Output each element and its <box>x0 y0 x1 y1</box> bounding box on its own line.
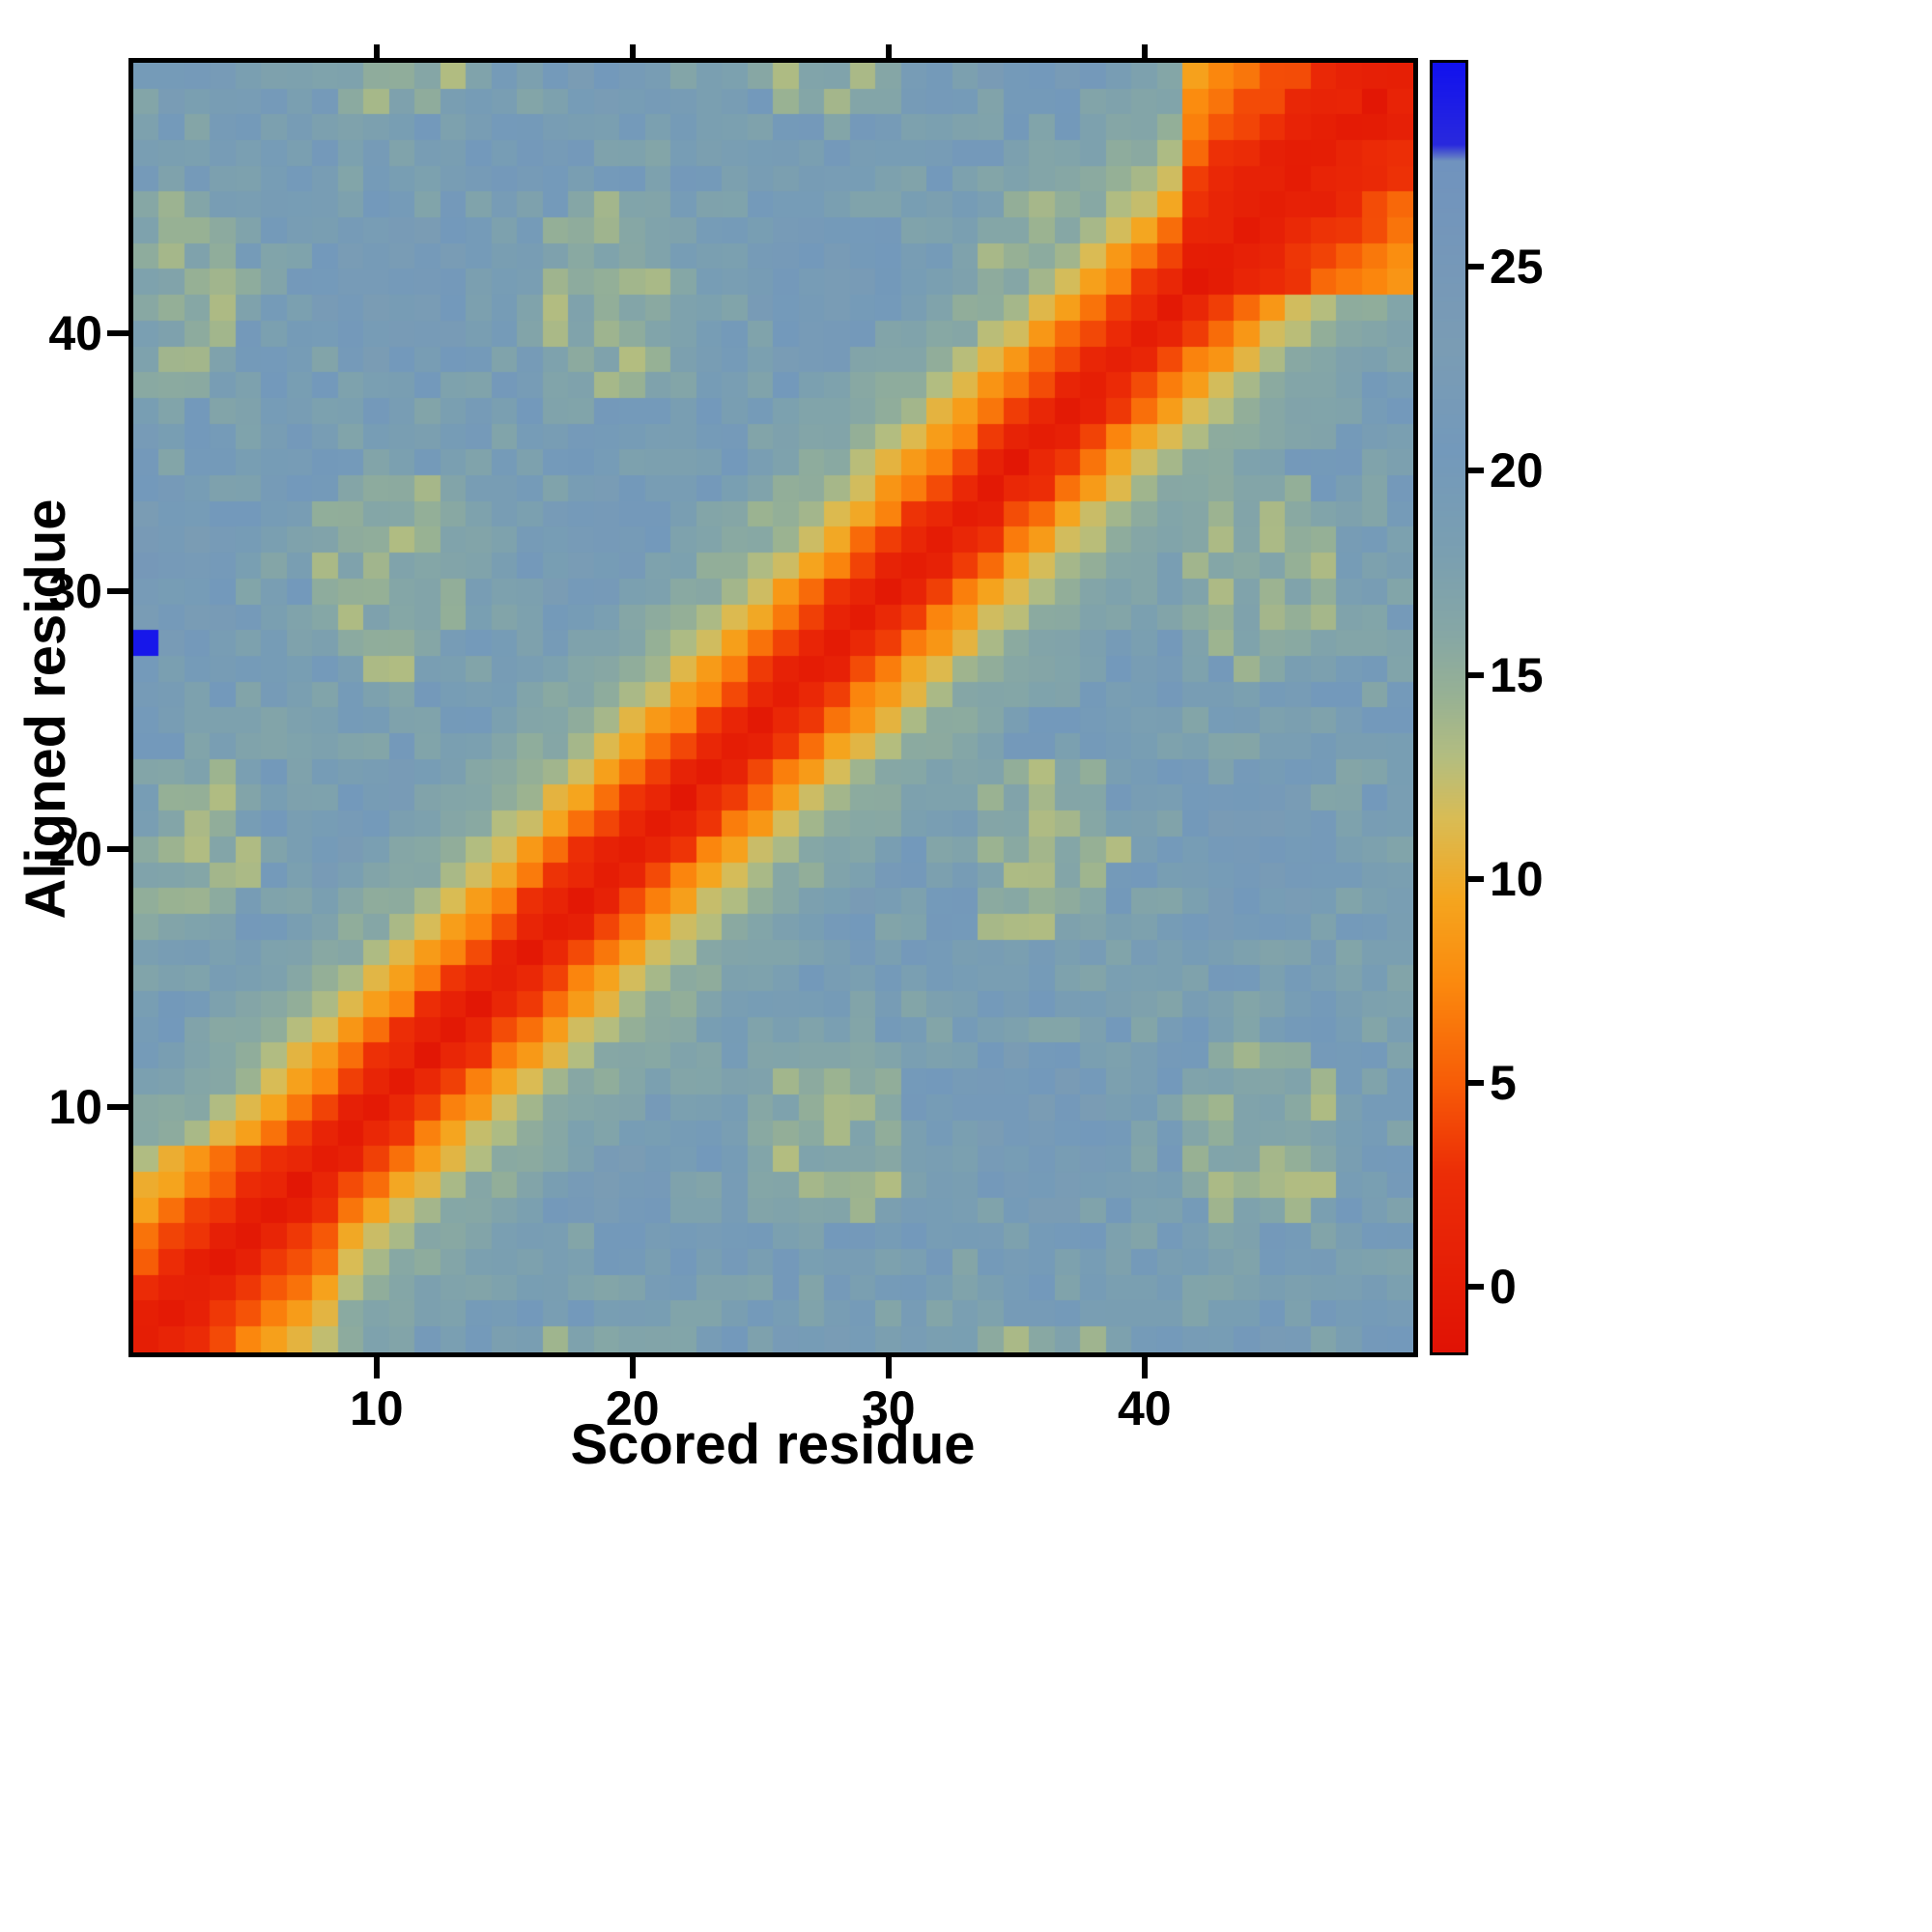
y-axis-tick <box>107 588 128 595</box>
colorbar-tick-label: 25 <box>1490 240 1544 295</box>
colorbar-tick <box>1468 1284 1484 1291</box>
colorbar-canvas <box>1433 63 1465 1352</box>
y-axis-tick <box>107 846 128 853</box>
colorbar-tick-label: 0 <box>1490 1260 1517 1315</box>
x-axis-tick-top <box>885 44 892 58</box>
x-axis-tick-top <box>629 44 636 58</box>
x-axis-tick <box>629 1357 636 1378</box>
heatmap-canvas <box>133 63 1413 1352</box>
x-axis-tick <box>1141 1357 1148 1378</box>
heatmap-frame <box>128 58 1418 1357</box>
x-axis-label: Scored residue <box>570 1413 976 1476</box>
colorbar-frame <box>1430 60 1468 1355</box>
x-tick-label: 30 <box>861 1381 916 1435</box>
colorbar-tick <box>1468 264 1484 270</box>
y-tick-label: 30 <box>48 564 102 619</box>
y-tick-label: 40 <box>48 306 102 361</box>
colorbar-tick <box>1468 875 1484 882</box>
y-axis-tick <box>107 330 128 337</box>
x-tick-label: 40 <box>1117 1381 1172 1435</box>
colorbar-tick <box>1468 1080 1484 1087</box>
colorbar-tick-label: 10 <box>1490 851 1544 906</box>
colorbar-tick <box>1468 468 1484 474</box>
colorbar-tick <box>1468 671 1484 678</box>
colorbar-tick-label: 20 <box>1490 443 1544 498</box>
x-axis-tick <box>373 1357 380 1378</box>
y-tick-label: 10 <box>48 1080 102 1135</box>
colorbar-tick-label: 15 <box>1490 647 1544 702</box>
y-tick-label: 20 <box>48 822 102 877</box>
x-axis-tick-top <box>373 44 380 58</box>
colorbar-tick-label: 5 <box>1490 1056 1517 1111</box>
x-tick-label: 20 <box>605 1381 660 1435</box>
x-axis-tick-top <box>1141 44 1148 58</box>
x-axis-tick <box>885 1357 892 1378</box>
x-tick-label: 10 <box>349 1381 404 1435</box>
y-axis-tick <box>107 1104 128 1111</box>
y-axis-label: Aligned residue <box>14 498 77 920</box>
